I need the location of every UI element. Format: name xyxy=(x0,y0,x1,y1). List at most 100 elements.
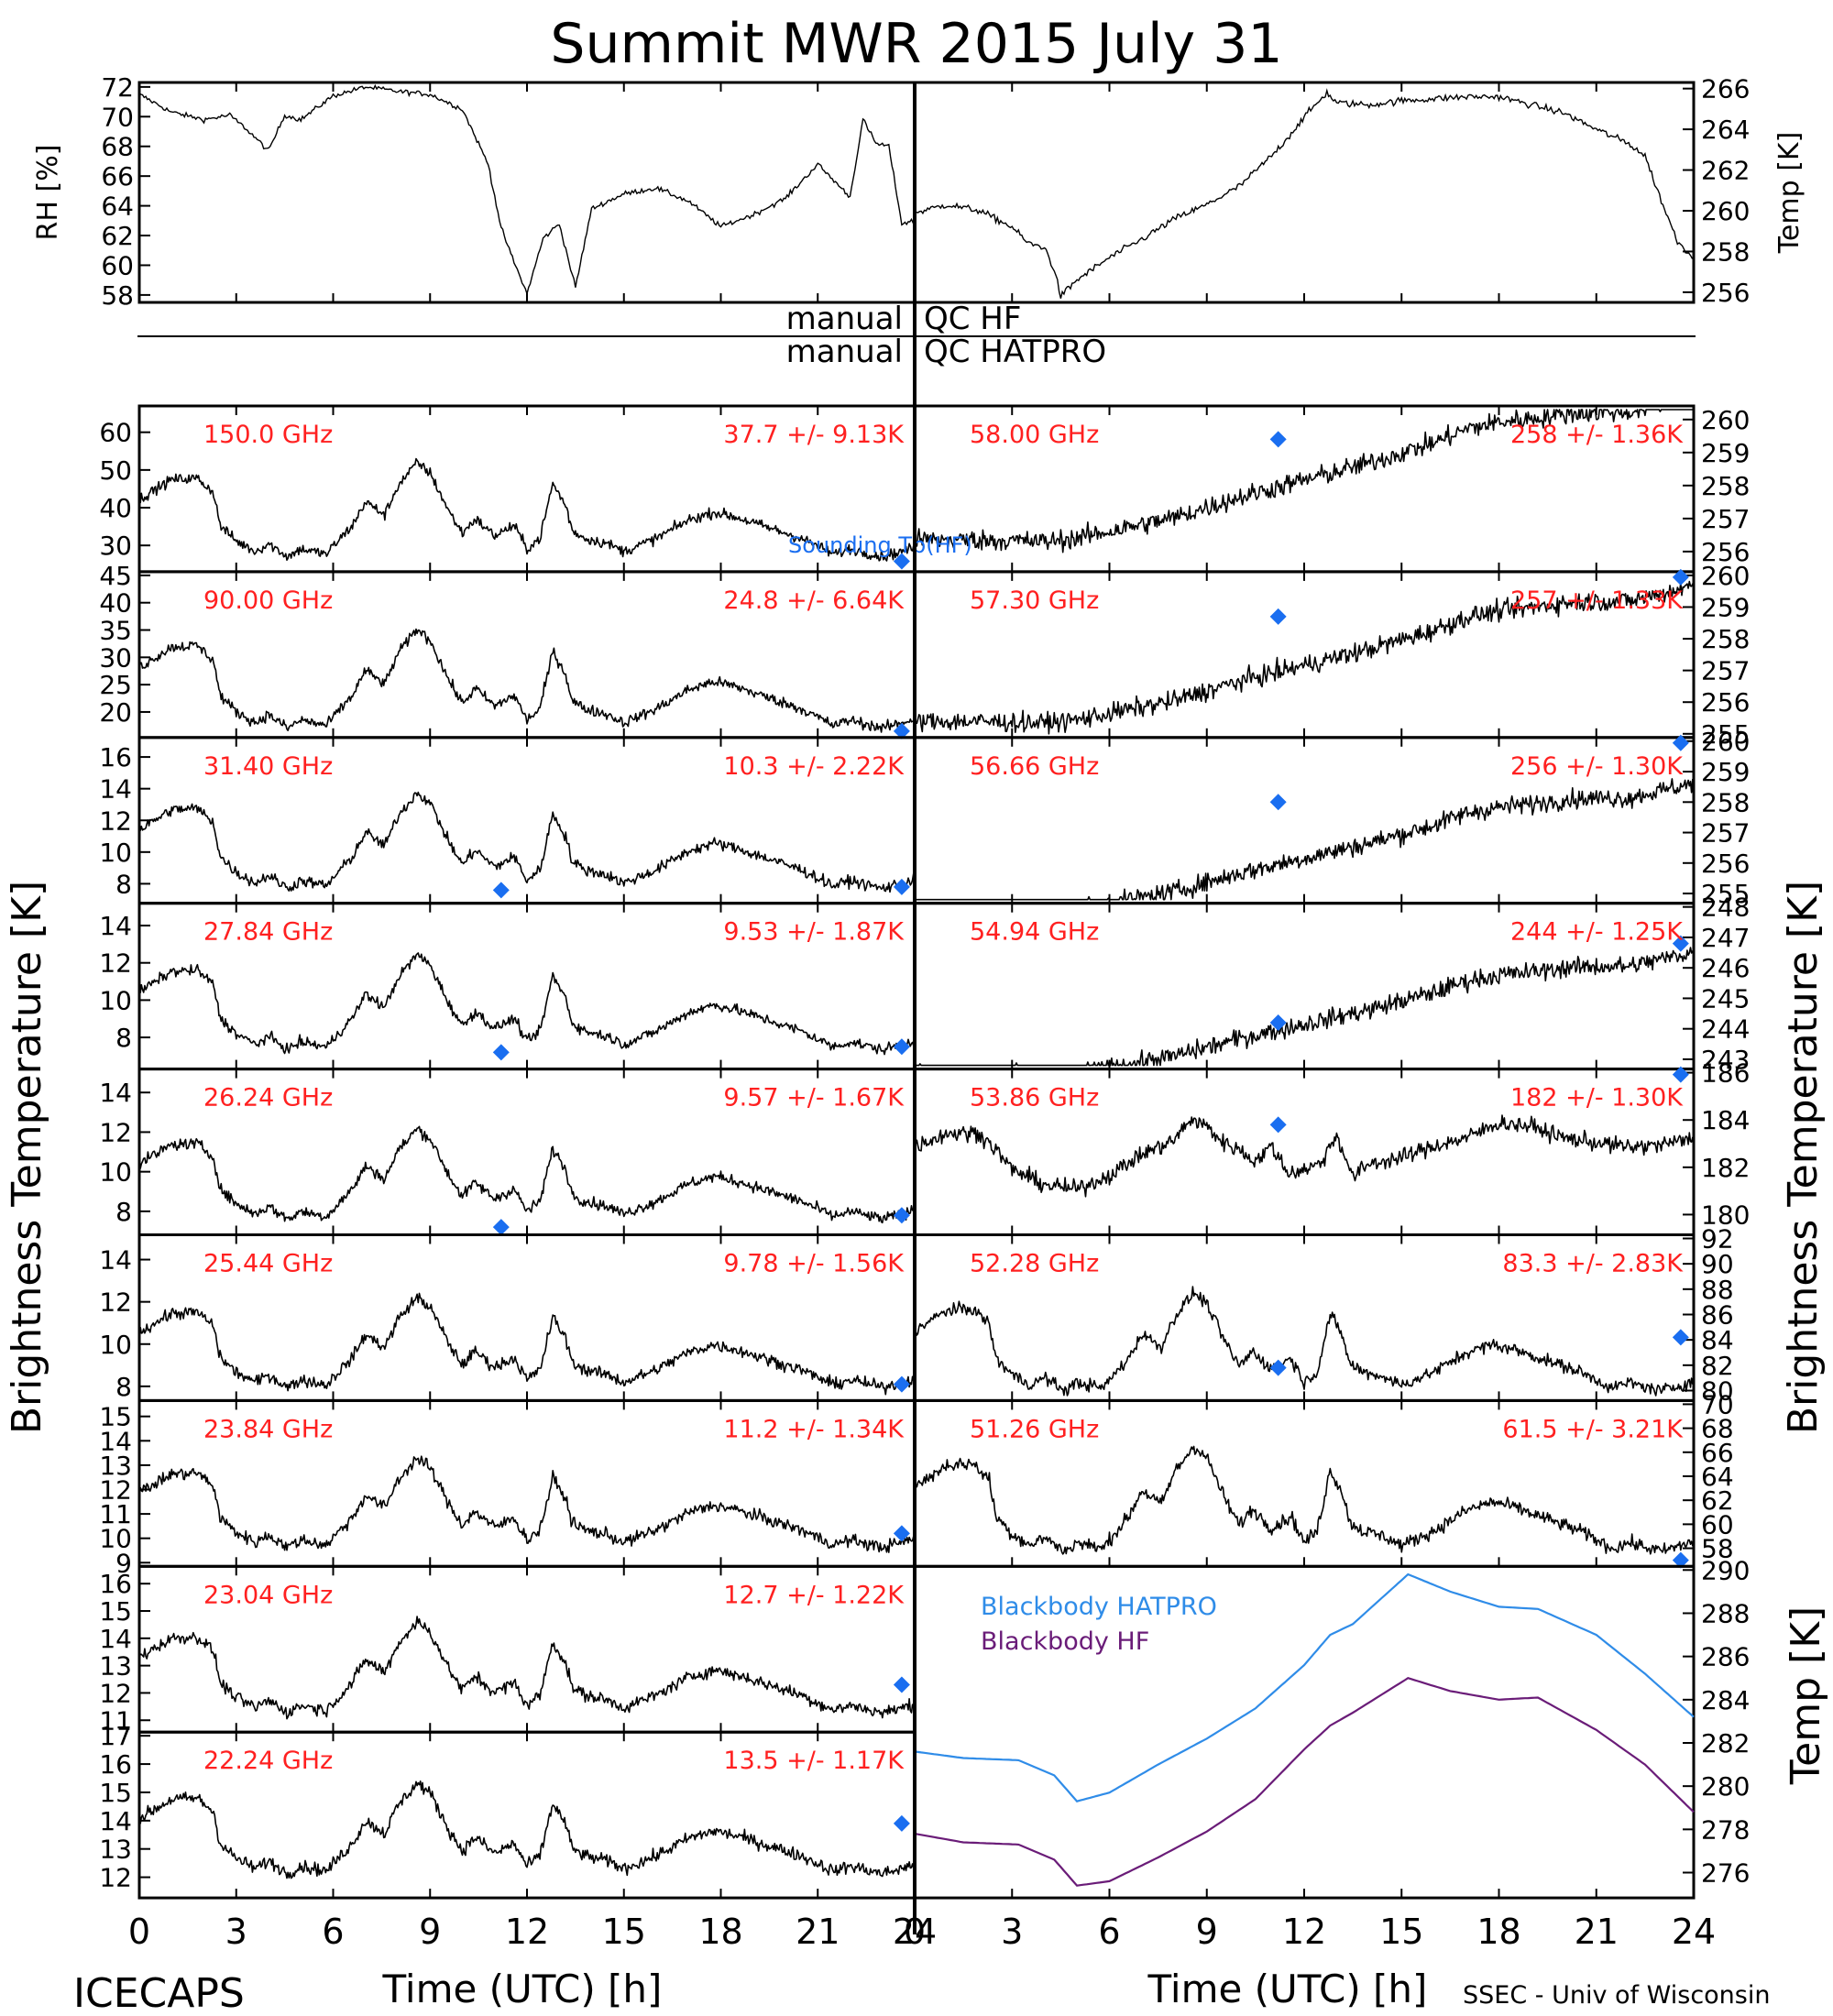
channel-panel: 8 10 12 14 25.44 GHz 9.78 +/- 1.56K xyxy=(99,1233,916,1402)
y-tick-label: 10 xyxy=(99,1157,132,1188)
y-tick-label: 17 xyxy=(99,1721,132,1751)
x-tick-label: 9 xyxy=(1196,1912,1218,1952)
y-tick-label: 13 xyxy=(99,1835,132,1865)
rh-tick-label: 64 xyxy=(101,192,134,222)
channel-trace xyxy=(138,1780,916,1879)
bb-tick-label: 284 xyxy=(1701,1685,1750,1715)
y-tick-label: 12 xyxy=(99,1475,132,1506)
bb-tick-label: 276 xyxy=(1701,1858,1750,1889)
y-tick-label: 14 xyxy=(99,1078,132,1108)
temp-axis-label: Temp [K] xyxy=(1773,132,1806,255)
channel-stats-label: 258 +/- 1.36K xyxy=(1510,421,1684,449)
y-tick-label: 182 xyxy=(1701,1153,1750,1183)
channel-trace xyxy=(914,1445,1695,1555)
x-tick-label: 0 xyxy=(128,1912,150,1952)
channel-trace xyxy=(914,580,1695,735)
y-tick-label: 257 xyxy=(1701,504,1750,534)
sonde-marker xyxy=(1269,1014,1287,1032)
y-tick-label: 14 xyxy=(99,911,132,941)
y-tick-label: 247 xyxy=(1701,923,1750,953)
y-tick-label: 257 xyxy=(1701,818,1750,849)
sonde-marker xyxy=(1672,1329,1689,1346)
sonde-marker xyxy=(1672,734,1689,751)
y-tick-label: 15 xyxy=(99,1778,132,1808)
y-tick-label: 14 xyxy=(99,1806,132,1836)
channel-stats-label: 13.5 +/- 1.17K xyxy=(723,1747,905,1775)
rh-tick-label: 62 xyxy=(101,221,134,251)
channel-stats-label: 244 +/- 1.25K xyxy=(1510,918,1684,947)
sonde-marker xyxy=(893,1525,910,1542)
y-tick-label: 10 xyxy=(99,1524,132,1554)
sonde-marker xyxy=(1672,1066,1689,1083)
channel-stats-label: 256 +/- 1.30K xyxy=(1510,752,1684,781)
channel-stats-label: 9.78 +/- 1.56K xyxy=(723,1250,905,1278)
y-tick-label: 62 xyxy=(1701,1485,1734,1516)
channel-trace xyxy=(138,952,916,1056)
y-tick-label: 40 xyxy=(99,588,132,619)
figure-title: Summit MWR 2015 July 31 xyxy=(550,12,1282,76)
bb-ylabel: Temp [K] xyxy=(1783,1606,1829,1785)
x-tick-label: 15 xyxy=(602,1912,646,1952)
channel-frequency-label: 23.84 GHz xyxy=(203,1415,333,1443)
y-tick-label: 260 xyxy=(1701,727,1750,757)
rh-tick-label: 66 xyxy=(101,161,134,192)
x-tick-label: 21 xyxy=(1575,1912,1619,1952)
channel-frequency-label: 90.00 GHz xyxy=(203,586,333,615)
temp-tick-label: 258 xyxy=(1701,236,1750,267)
channel-panel: 8 10 12 14 27.84 GHz 9.53 +/- 1.87K xyxy=(99,902,916,1071)
y-tick-label: 260 xyxy=(1701,561,1750,591)
y-tick-label: 30 xyxy=(99,642,132,673)
channel-stats-label: 11.2 +/- 1.34K xyxy=(723,1415,905,1443)
sonde-marker xyxy=(1269,1359,1287,1376)
y-tick-label: 8 xyxy=(115,1197,132,1227)
y-tick-label: 10 xyxy=(99,985,132,1015)
y-tick-label: 11 xyxy=(99,1499,132,1529)
channel-stats-label: 37.7 +/- 9.13K xyxy=(723,421,905,449)
y-tick-label: 35 xyxy=(99,616,132,646)
blackbody-hf-line xyxy=(914,1676,1695,1887)
channel-stats-label: 61.5 +/- 3.21K xyxy=(1502,1415,1684,1443)
y-tick-label: 82 xyxy=(1701,1351,1734,1381)
temp-tick-label: 256 xyxy=(1701,278,1750,308)
y-tick-label: 8 xyxy=(115,1372,132,1402)
y-tick-label: 258 xyxy=(1701,787,1750,817)
y-tick-label: 184 xyxy=(1701,1105,1750,1135)
sonde-marker xyxy=(893,553,910,570)
bb-tick-label: 282 xyxy=(1701,1728,1750,1759)
y-tick-label: 14 xyxy=(99,774,132,805)
x-tick-label: 12 xyxy=(1282,1912,1326,1952)
y-tick-label: 244 xyxy=(1701,1014,1750,1045)
channel-frequency-label: 57.30 GHz xyxy=(970,586,1099,615)
channel-stats-label: 12.7 +/- 1.22K xyxy=(723,1581,905,1609)
sonde-marker xyxy=(893,878,910,895)
rh-frame xyxy=(137,81,916,304)
sounding-legend-label: Sounding Tb(HF) xyxy=(788,532,972,558)
right-ylabel: Brightness Temperature [K] xyxy=(1780,881,1827,1434)
y-tick-label: 255 xyxy=(1701,879,1750,909)
sonde-marker xyxy=(1672,568,1689,586)
y-tick-label: 260 xyxy=(1701,405,1750,435)
y-tick-label: 12 xyxy=(99,948,132,979)
rh-tick-label: 72 xyxy=(101,72,134,103)
y-tick-label: 8 xyxy=(115,1023,132,1053)
channel-trace xyxy=(138,1292,916,1396)
y-tick-label: 14 xyxy=(99,1426,132,1456)
channel-stats-label: 182 +/- 1.30K xyxy=(1510,1084,1684,1112)
y-tick-label: 246 xyxy=(1701,953,1750,983)
y-tick-label: 90 xyxy=(1701,1249,1734,1279)
x-tick-label: 24 xyxy=(1672,1912,1716,1952)
channel-frequency-label: 58.00 GHz xyxy=(970,421,1099,449)
channel-frequency-label: 52.28 GHz xyxy=(970,1250,1099,1278)
y-tick-label: 12 xyxy=(99,805,132,836)
channel-frequency-label: 53.86 GHz xyxy=(970,1084,1099,1112)
sonde-marker xyxy=(1269,1116,1287,1134)
y-tick-label: 259 xyxy=(1701,438,1750,468)
